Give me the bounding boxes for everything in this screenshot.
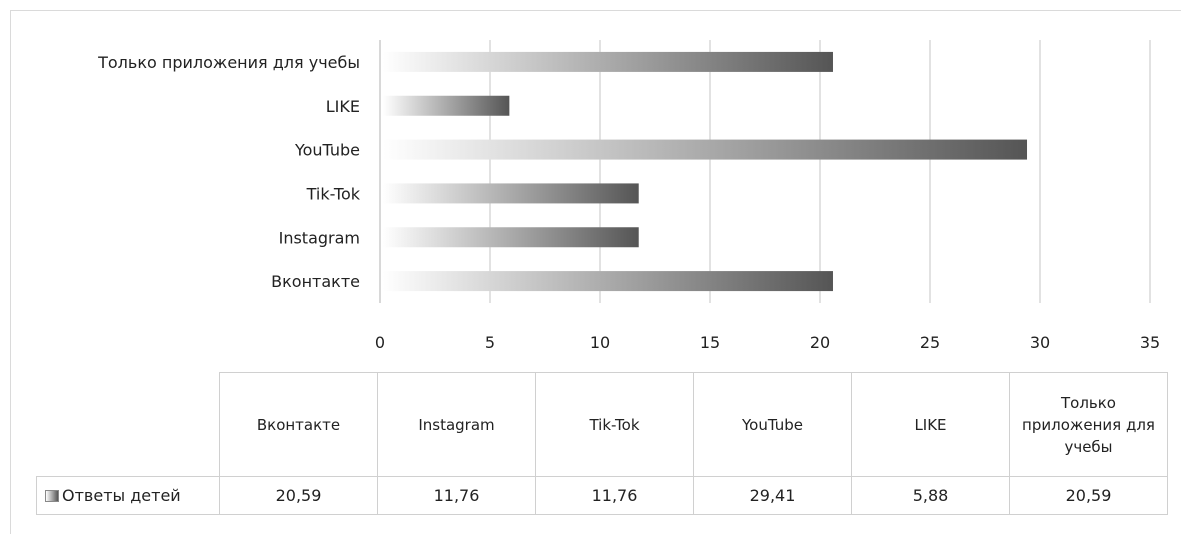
x-tick-labels: 0 5 10 15 20 25 30 35	[375, 333, 1160, 352]
table-header: Instagram	[378, 373, 536, 477]
x-tick-label: 25	[920, 333, 940, 352]
data-table: Вконтакте Instagram Tik-Tok YouTube LIKE…	[36, 372, 1168, 515]
category-label: Вконтакте	[271, 272, 360, 291]
table-value: 20,59	[1010, 477, 1168, 515]
x-tick-label: 10	[590, 333, 610, 352]
table-header: LIKE	[852, 373, 1010, 477]
bar	[383, 227, 639, 247]
category-label: Tik-Tok	[306, 184, 361, 203]
category-label: YouTube	[294, 141, 360, 160]
x-tick-label: 0	[375, 333, 385, 352]
x-tick-label: 35	[1140, 333, 1160, 352]
table-header: Только приложения для учебы	[1010, 373, 1168, 477]
table-value: 11,76	[378, 477, 536, 515]
x-tick-label: 15	[700, 333, 720, 352]
table-corner	[37, 373, 220, 477]
table-value: 29,41	[694, 477, 852, 515]
series-legend-cell: Ответы детей	[37, 477, 220, 515]
bar-chart: Вконтакте Instagram Tik-Tok YouTube LIKE Толь…	[0, 0, 1181, 370]
bar	[383, 140, 1027, 160]
bar	[383, 183, 639, 203]
gridlines	[490, 40, 1150, 303]
table-value: 5,88	[852, 477, 1010, 515]
table-header: YouTube	[694, 373, 852, 477]
table-header: Tik-Tok	[536, 373, 694, 477]
x-tick-label: 30	[1030, 333, 1050, 352]
bar	[383, 96, 509, 116]
category-labels: Вконтакте Instagram Tik-Tok YouTube LIKE Толь…	[97, 53, 361, 291]
x-tick-label: 5	[485, 333, 495, 352]
series-name: Ответы детей	[62, 486, 181, 505]
category-label: LIKE	[326, 97, 360, 116]
category-label: Instagram	[279, 228, 360, 247]
x-tick-label: 20	[810, 333, 830, 352]
legend-swatch	[45, 490, 59, 502]
table-value: 11,76	[536, 477, 694, 515]
table-value: 20,59	[220, 477, 378, 515]
bar	[383, 52, 833, 72]
category-label: Только приложения для учебы	[97, 53, 360, 72]
table-header: Вконтакте	[220, 373, 378, 477]
bar	[383, 271, 833, 291]
